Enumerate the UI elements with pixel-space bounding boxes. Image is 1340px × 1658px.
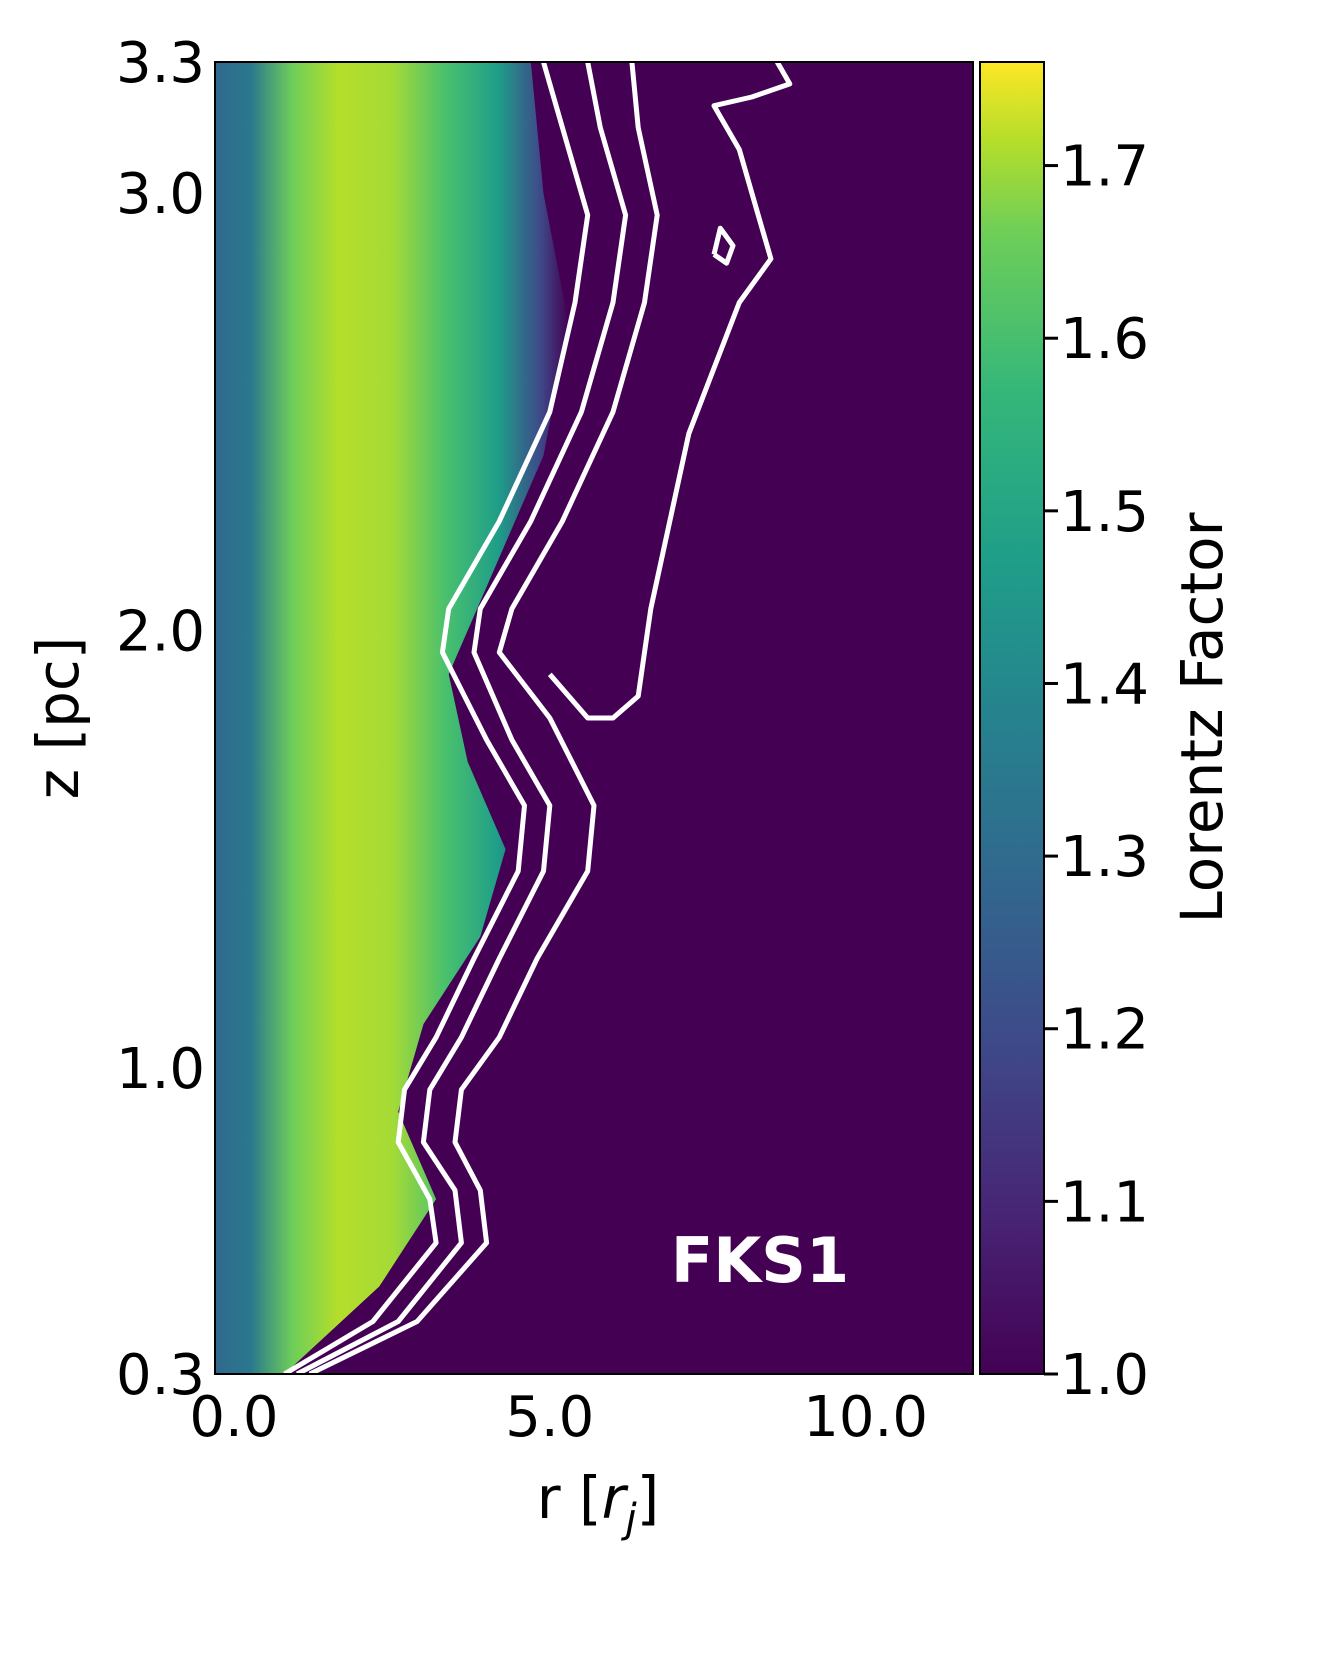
- colorbar-label: Lorentz Factor: [1168, 512, 1236, 923]
- contour-2: [295, 62, 629, 1374]
- contour-3: [308, 62, 660, 1374]
- x-tick-label: 10.0: [803, 1385, 928, 1450]
- y-tick-label: 2.0: [116, 600, 205, 665]
- colorbar-tick-label: 1.1: [1060, 1170, 1149, 1235]
- y-axis: 0.3 1.0 2.0 3.0 3.3: [116, 31, 205, 1408]
- contour-lines: [283, 62, 793, 1374]
- y-tick-label: 3.3: [116, 31, 205, 96]
- contour-5: [711, 225, 736, 266]
- colorbar: 1.0 1.1 1.2 1.3 1.4 1.5 1.6 1.7 Lorentz Factor: [979, 61, 1236, 1408]
- colorbar-tick-label: 1.0: [1060, 1343, 1149, 1408]
- colorbar-tick-label: 1.6: [1060, 307, 1149, 372]
- colorbar-ticks: 1.0 1.1 1.2 1.3 1.4 1.5 1.6 1.7: [1044, 135, 1149, 1408]
- y-tick-label: 0.3: [116, 1343, 205, 1408]
- x-axis-label-italic: r: [602, 1464, 629, 1532]
- colorbar-tick-label: 1.2: [1060, 998, 1149, 1063]
- colorbar-tick-label: 1.5: [1060, 480, 1149, 545]
- colorbar-tick-label: 1.3: [1060, 825, 1149, 890]
- x-axis-label-subscript: j: [621, 1496, 638, 1542]
- contour-4: [547, 62, 793, 721]
- x-axis-label: r [rj]: [537, 1464, 660, 1542]
- plot-area: [215, 62, 973, 1374]
- x-axis-label-main: r [: [537, 1464, 602, 1532]
- x-tick-label: 5.0: [505, 1385, 594, 1450]
- y-axis-label: z [pc]: [24, 637, 92, 800]
- jet-lorentz-factor-region: [215, 62, 569, 1374]
- x-tick-label: 0.0: [189, 1385, 278, 1450]
- x-axis: 0.0 5.0 10.0: [189, 1385, 928, 1450]
- plot-frame: [214, 61, 974, 1375]
- panel-label: FKS1: [671, 1224, 849, 1297]
- y-tick-label: 3.0: [116, 162, 205, 227]
- colorbar-tick-label: 1.7: [1060, 135, 1149, 200]
- y-tick-label: 1.0: [116, 1037, 205, 1102]
- colorbar-gradient: [979, 61, 1045, 1375]
- contour-1: [283, 62, 591, 1374]
- colorbar-tick-label: 1.4: [1060, 652, 1149, 717]
- x-axis-label-end: ]: [637, 1464, 660, 1532]
